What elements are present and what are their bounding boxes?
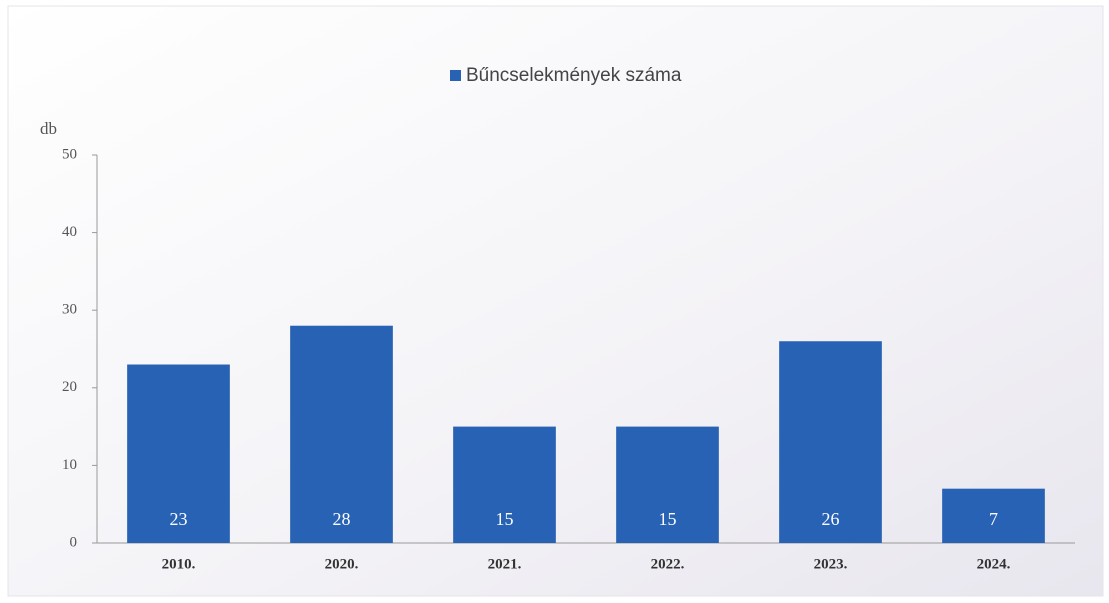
y-tick-label: 40 bbox=[62, 224, 77, 240]
legend-label: Bűncselekmények száma bbox=[466, 65, 682, 86]
value-label: 23 bbox=[170, 509, 188, 529]
value-label: 15 bbox=[496, 509, 514, 529]
y-tick-label: 50 bbox=[62, 146, 77, 162]
bar bbox=[942, 488, 1045, 543]
y-tick-label: 10 bbox=[62, 457, 77, 473]
value-label: 15 bbox=[659, 509, 677, 529]
y-tick-label: 0 bbox=[70, 534, 78, 550]
value-label: 28 bbox=[333, 509, 351, 529]
x-tick-label: 2023. bbox=[814, 556, 848, 572]
bar bbox=[290, 325, 393, 543]
x-tick-label: 2022. bbox=[651, 556, 685, 572]
y-tick-label: 30 bbox=[62, 302, 77, 318]
x-tick-label: 2021. bbox=[488, 556, 522, 572]
y-axis-label: db bbox=[40, 119, 57, 138]
y-tick-label: 20 bbox=[62, 379, 77, 395]
bar bbox=[779, 341, 882, 543]
bar bbox=[616, 426, 719, 543]
x-tick-label: 2020. bbox=[325, 556, 359, 572]
bar bbox=[127, 364, 230, 543]
x-tick-label: 2010. bbox=[162, 556, 196, 572]
value-label: 26 bbox=[822, 509, 840, 529]
value-label: 7 bbox=[989, 509, 998, 529]
x-tick-label: 2024. bbox=[977, 556, 1011, 572]
bar bbox=[453, 426, 556, 543]
legend-swatch bbox=[450, 70, 461, 81]
